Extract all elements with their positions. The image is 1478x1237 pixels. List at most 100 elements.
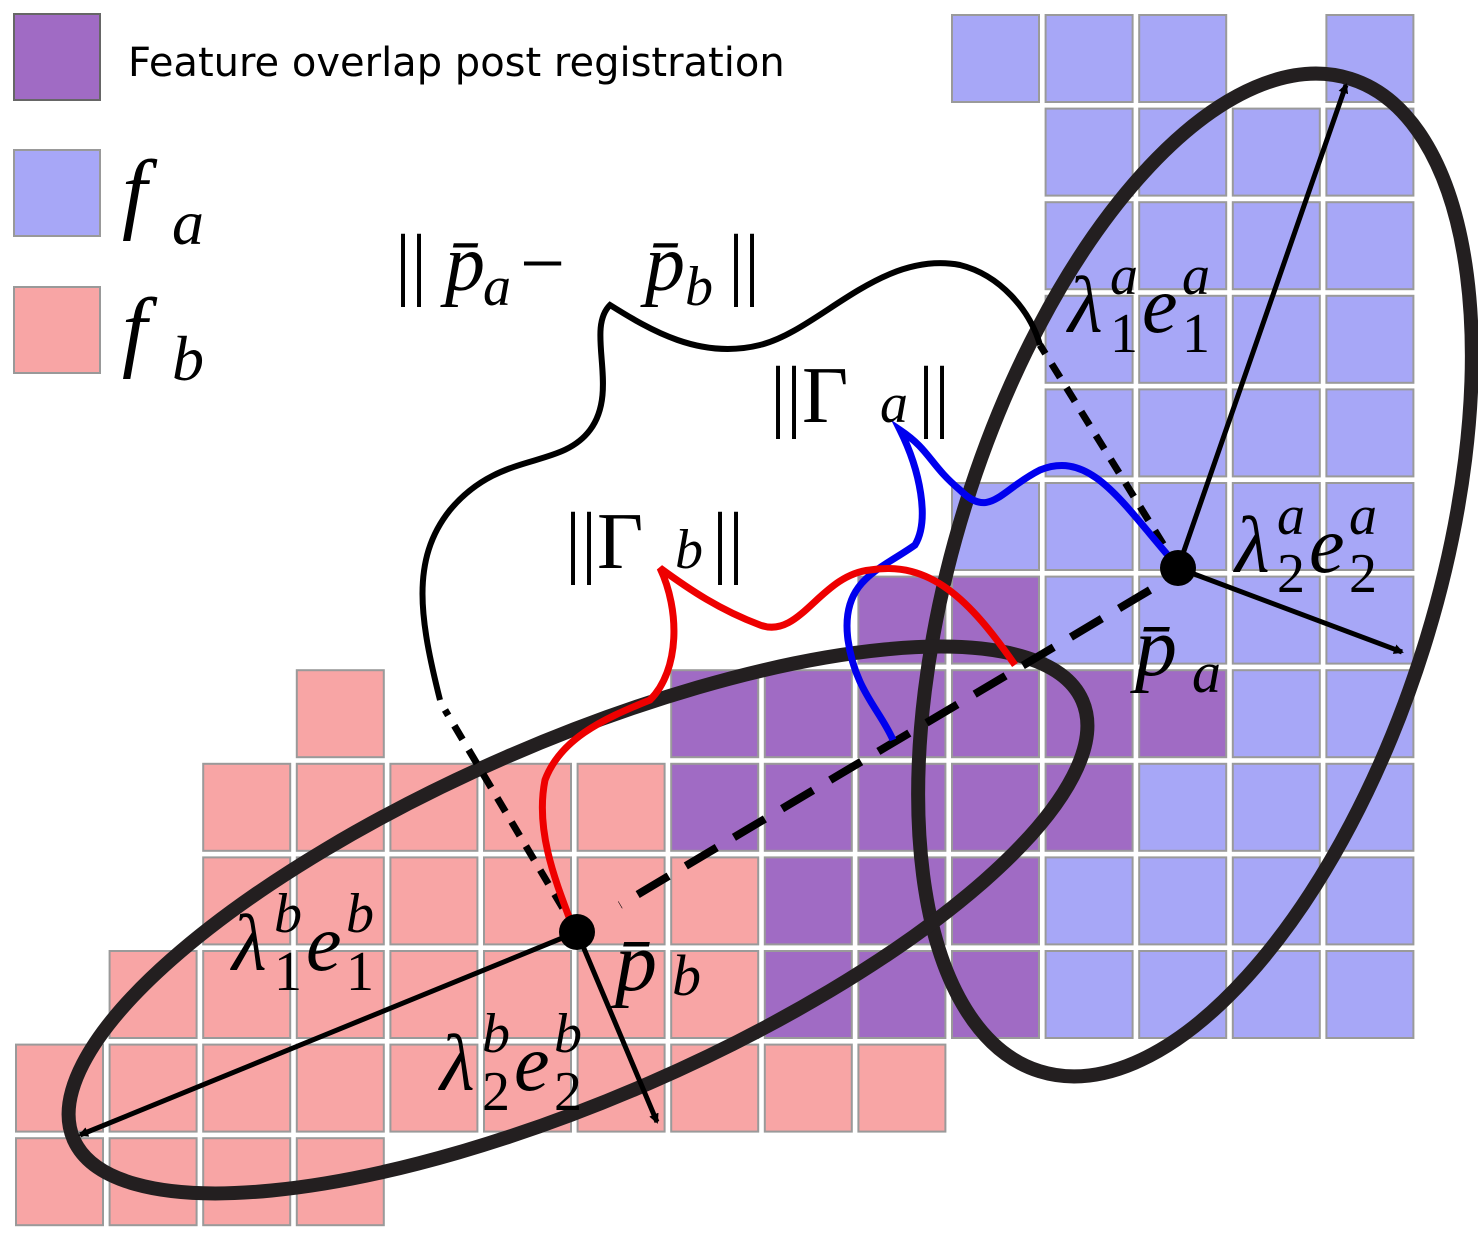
legend-label: Feature overlap post registration — [128, 40, 785, 86]
eigen-labels: λ a1 e a1λ a2 e a2λ b1 e b1λ b2 e b2 — [230, 245, 1377, 1123]
arrow — [1177, 565, 1404, 655]
red-curve — [538, 565, 1018, 927]
pixel — [1138, 575, 1228, 665]
pixel — [1325, 856, 1415, 946]
pixel — [1325, 107, 1415, 197]
label-gamma-a: ||Γ — [770, 352, 848, 440]
dashed-line — [617, 586, 1153, 909]
pixel — [857, 1043, 947, 1133]
label-pb: b — [672, 943, 701, 1008]
legend-label: b — [172, 323, 204, 394]
pixel — [295, 950, 385, 1039]
pixel — [1231, 575, 1321, 665]
eigen-label: 1 — [1110, 303, 1138, 365]
pixel — [202, 950, 292, 1039]
eigen-label: 2 — [482, 1061, 510, 1123]
dashed-line — [1037, 343, 1181, 570]
pixel — [202, 1137, 292, 1227]
label-pa: p̄ — [1130, 601, 1177, 694]
pixel — [1231, 201, 1321, 291]
pixel — [295, 856, 385, 946]
pixel — [483, 762, 572, 852]
eigen-label: 2 — [1277, 543, 1305, 605]
eigen-label: e — [306, 900, 342, 988]
label-pb: p̄ — [610, 916, 657, 1009]
arrow — [78, 929, 578, 1138]
eigen-label: b — [346, 883, 374, 945]
dashed-line — [441, 708, 581, 934]
arrow — [1175, 83, 1349, 569]
pixel — [1325, 201, 1415, 291]
text: a — [483, 256, 511, 318]
pixel — [1231, 762, 1321, 852]
pixel — [763, 950, 853, 1039]
pixel — [1325, 388, 1415, 478]
legend-label: f — [122, 281, 158, 380]
text: − — [520, 220, 565, 308]
pixel — [951, 14, 1040, 103]
pixel — [108, 950, 198, 1039]
pixel — [670, 856, 760, 946]
arrow — [574, 931, 660, 1124]
eigen-label: b — [482, 1003, 510, 1065]
label-pa: a — [1192, 640, 1221, 705]
pixel — [1231, 107, 1321, 197]
ellipse-b — [61, 639, 1095, 1201]
brace — [419, 260, 1043, 701]
legend-swatch-fb — [13, 286, 101, 374]
pixel — [202, 1043, 292, 1133]
label-gamma-b: ||Γ — [565, 498, 643, 586]
pixel — [1138, 669, 1228, 759]
eigen-label: e — [514, 1020, 550, 1108]
pixel — [15, 1137, 104, 1227]
pixel — [1231, 388, 1321, 478]
label-gamma-b: b — [675, 519, 703, 581]
label-gamma-a: a — [880, 373, 908, 435]
pixel — [670, 762, 760, 852]
pixel-grid — [15, 14, 1415, 1227]
eigen-label: 2 — [554, 1061, 582, 1123]
pixel — [1138, 388, 1228, 478]
pixel — [763, 669, 853, 759]
pixel — [1138, 762, 1228, 852]
ellipse-a — [911, 66, 1478, 1084]
eigen-label: 1 — [274, 941, 302, 1003]
pixel — [1044, 294, 1134, 384]
pixel — [389, 856, 479, 946]
eigen-label: λ — [438, 1020, 475, 1108]
eigen-label: b — [274, 883, 302, 945]
pixel — [1231, 482, 1321, 571]
pixel — [763, 1043, 853, 1133]
pixel — [1138, 294, 1228, 384]
pixel — [1044, 575, 1134, 665]
pixel — [295, 669, 385, 759]
pixel — [202, 762, 292, 852]
blue-curve — [843, 419, 1175, 742]
legend-label: a — [172, 187, 204, 258]
centroid-b — [559, 914, 595, 950]
pixel — [1044, 14, 1134, 103]
eigen-label: e — [1142, 262, 1178, 350]
text: b — [685, 256, 713, 318]
eigen-label: a — [1110, 245, 1138, 307]
legend-swatch-fa — [13, 149, 101, 237]
pixel — [1044, 856, 1134, 946]
pixel — [1231, 669, 1321, 759]
pixel — [576, 762, 666, 852]
legend-label: f — [122, 143, 158, 242]
pixel — [1044, 950, 1134, 1039]
text: || — [728, 220, 760, 308]
pixel — [1138, 107, 1228, 197]
pixel — [857, 762, 947, 852]
pixel — [1231, 950, 1321, 1039]
text: || — [395, 220, 427, 308]
label-gamma-b: || — [712, 498, 744, 586]
text: p̄ — [440, 220, 485, 308]
centroid-a — [1160, 550, 1196, 586]
eigen-label: λ — [230, 900, 267, 988]
pixel — [1138, 201, 1228, 291]
pixel — [1044, 107, 1134, 197]
eigen-label: λ — [1066, 262, 1103, 350]
pixel — [1138, 950, 1228, 1039]
